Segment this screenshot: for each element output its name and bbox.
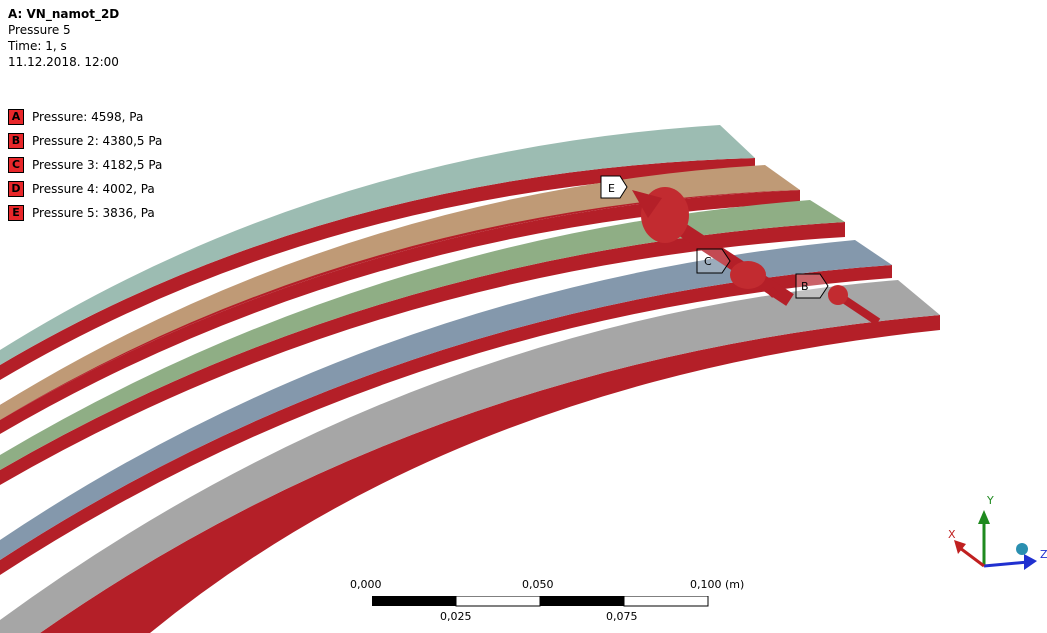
legend-badge-b[interactable]: B <box>8 133 24 149</box>
legend-badge-d[interactable]: D <box>8 181 24 197</box>
scale-label-025: 0,025 <box>440 610 472 623</box>
scale-bar-graphic <box>372 596 709 607</box>
winding-strip-5[interactable] <box>0 280 940 633</box>
result-name: Pressure 5 <box>8 23 71 37</box>
svg-text:C: C <box>704 255 712 268</box>
scale-label-100: 0,100 (m) <box>690 578 745 591</box>
legend-label-b: Pressure 2: 4380,5 Pa <box>32 134 163 148</box>
scale-label-075: 0,075 <box>606 610 638 623</box>
triad-label-z: Z <box>1040 548 1047 561</box>
pressure-arrow-b[interactable] <box>827 285 881 326</box>
winding-strip-1[interactable] <box>0 125 755 380</box>
triad-label-y: Y <box>986 494 994 507</box>
scene-label-b[interactable]: B <box>795 273 829 299</box>
winding-strip-2[interactable] <box>0 165 800 434</box>
coordinate-triad[interactable]: Y X Z <box>940 488 1047 588</box>
triad-label-x: X <box>948 528 956 541</box>
scale-label-0: 0,000 <box>350 578 382 591</box>
legend-row-c[interactable]: C Pressure 3: 4182,5 Pa <box>8 156 162 174</box>
legend-row-b[interactable]: B Pressure 2: 4380,5 Pa <box>8 132 162 150</box>
winding-strip-3[interactable] <box>0 200 845 485</box>
legend-label-d: Pressure 4: 4002, Pa <box>32 182 155 196</box>
legend-label-e: Pressure 5: 3836, Pa <box>32 206 155 220</box>
legend-row-e[interactable]: E Pressure 5: 3836, Pa <box>8 204 162 222</box>
load-legend: A Pressure: 4598, Pa B Pressure 2: 4380,… <box>8 108 162 228</box>
legend-badge-e[interactable]: E <box>8 205 24 221</box>
svg-text:E: E <box>608 182 615 195</box>
date-label: 11.12.2018. 12:00 <box>8 55 119 69</box>
winding-strip-4[interactable] <box>0 240 892 575</box>
pressure-arrow-c-shaft[interactable] <box>767 287 778 298</box>
svg-text:B: B <box>801 280 809 293</box>
scale-bar: 0,000 0,050 0,100 (m) 0,025 0,075 <box>350 578 750 628</box>
legend-badge-a[interactable]: A <box>8 109 24 125</box>
legend-label-a: Pressure: 4598, Pa <box>32 110 144 124</box>
legend-badge-c[interactable]: C <box>8 157 24 173</box>
legend-row-d[interactable]: D Pressure 4: 4002, Pa <box>8 180 162 198</box>
analysis-title: A: VN_namot_2D <box>8 7 120 21</box>
pressure-arrow-e[interactable] <box>632 187 794 306</box>
time-label: Time: 1, s <box>8 39 67 53</box>
analysis-info: A: VN_namot_2D Pressure 5 Time: 1, s 11.… <box>8 6 119 70</box>
legend-row-a[interactable]: A Pressure: 4598, Pa <box>8 108 162 126</box>
legend-label-c: Pressure 3: 4182,5 Pa <box>32 158 163 172</box>
scene-label-c[interactable]: C <box>696 248 731 274</box>
scale-label-050: 0,050 <box>522 578 554 591</box>
scene-label-e[interactable]: E <box>600 175 628 199</box>
